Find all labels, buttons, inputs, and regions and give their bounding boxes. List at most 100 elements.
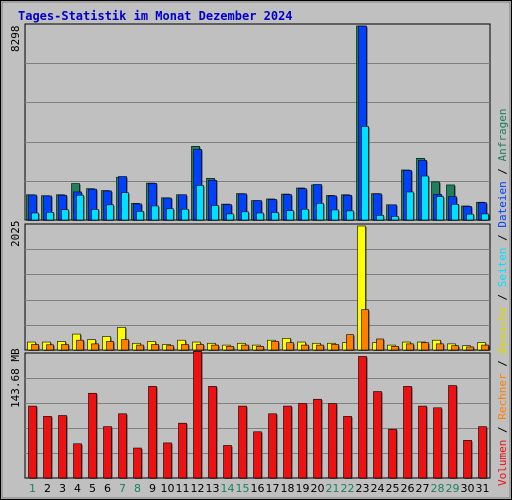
bar-seiten: [466, 213, 474, 221]
x-tick-label: 21: [326, 482, 340, 495]
bar-rechner: [196, 344, 204, 351]
bar-seiten: [391, 216, 399, 221]
bar-volumen: [148, 386, 157, 479]
legend-entry-seiten: Seiten: [496, 248, 509, 288]
bar-rechner: [166, 345, 174, 351]
bar-rechner: [451, 345, 459, 351]
legend-entry-anfragen: Anfragen: [496, 108, 509, 161]
bar-volumen: [448, 385, 457, 479]
x-axis-labels: 1 2 3 4 5 6 7 8 9 10 11 12 13 14 15 16 17 18 19 20 21 22 23 24 2…: [29, 482, 490, 495]
x-tick-label: 31: [476, 482, 490, 495]
bar-seiten: [331, 209, 339, 221]
bar-seiten: [316, 203, 324, 221]
bar-volumen: [298, 403, 307, 479]
x-tick-label: 19: [296, 482, 310, 495]
x-tick-label: 24: [371, 482, 385, 495]
bar-rechner: [421, 342, 429, 351]
bar-rechner: [91, 343, 99, 351]
bar-seiten: [46, 211, 54, 221]
legend-entry-volumen: Volumen: [496, 440, 509, 486]
legend-separator: /: [496, 420, 509, 440]
bar-seiten: [61, 209, 69, 221]
legend-entry-rechner: Rechner: [496, 373, 509, 420]
bar-seiten: [196, 185, 204, 221]
bar-volumen: [328, 403, 337, 479]
bar-seiten: [301, 208, 309, 221]
x-tick-label: 28: [431, 482, 445, 495]
x-tick-label: 16: [251, 482, 265, 495]
hits-axis-max-label: 8298: [9, 26, 22, 53]
x-tick-label: 10: [161, 482, 175, 495]
x-tick-label: 4: [74, 482, 81, 495]
bar-seiten: [181, 208, 189, 221]
bar-volumen: [343, 416, 352, 479]
bar-volumen: [238, 405, 247, 479]
bar-rechner: [346, 334, 354, 351]
bar-seiten: [256, 212, 264, 221]
legend-separator: /: [496, 354, 509, 374]
x-tick-label: 26: [401, 482, 415, 495]
bar-volumen: [283, 405, 292, 479]
bar-seiten: [436, 196, 444, 221]
bar-rechner: [376, 338, 384, 351]
bar-volumen: [268, 413, 277, 479]
bar-rechner: [436, 343, 444, 351]
bar-seiten: [166, 208, 174, 221]
bar-rechner: [211, 344, 219, 351]
bar-rechner: [391, 346, 399, 351]
x-tick-label: 8: [134, 482, 141, 495]
bar-rechner: [46, 344, 54, 351]
bar-volumen: [208, 386, 217, 479]
bar-rechner: [181, 344, 189, 351]
bar-volumen: [73, 443, 82, 479]
bar-seiten: [376, 215, 384, 221]
bar-rechner: [256, 346, 264, 351]
bar-seiten: [406, 191, 414, 221]
bar-seiten: [286, 210, 294, 221]
bar-volumen: [418, 405, 427, 479]
bar-volumen: [433, 407, 442, 479]
bar-seiten: [226, 213, 234, 221]
bar-rechner: [316, 344, 324, 351]
bar-rechner: [226, 346, 234, 351]
bar-seiten: [91, 209, 99, 221]
bar-seiten: [211, 205, 219, 221]
x-tick-label: 15: [236, 482, 250, 495]
bar-rechner: [466, 346, 474, 351]
bar-seiten: [421, 175, 429, 221]
x-tick-label: 18: [281, 482, 295, 495]
chart-title: Tages-Statistik im Monat Dezember 2024: [18, 9, 293, 23]
x-tick-label: 1: [29, 482, 36, 495]
bar-rechner: [406, 343, 414, 351]
bar-rechner: [331, 344, 339, 351]
bar-rechner: [121, 339, 129, 351]
x-tick-label: 14: [221, 482, 235, 495]
x-tick-label: 9: [149, 482, 156, 495]
bar-seiten: [361, 126, 369, 221]
legend-separator: /: [496, 287, 509, 307]
chart-bars: [26, 25, 490, 479]
bar-rechner: [136, 344, 144, 351]
bar-volumen: [223, 445, 232, 479]
x-tick-label: 22: [341, 482, 355, 495]
x-tick-label: 30: [461, 482, 475, 495]
bar-volumen: [193, 351, 202, 479]
bar-volumen: [253, 431, 262, 479]
legend-separator: /: [496, 228, 509, 248]
bar-volumen: [163, 442, 172, 479]
x-tick-label: 25: [386, 482, 400, 495]
bar-seiten: [106, 204, 114, 221]
x-tick-label: 20: [311, 482, 325, 495]
bar-volumen: [478, 426, 487, 479]
bar-seiten: [136, 211, 144, 221]
legend-text: Volumen / Rechner / Besuche / Seiten / D…: [496, 108, 509, 486]
volume-axis-max-label: 143.68 MB: [9, 348, 22, 408]
x-tick-label: 17: [266, 482, 280, 495]
bar-seiten: [31, 212, 39, 221]
bar-rechner: [361, 309, 369, 351]
bar-rechner: [76, 339, 84, 351]
bar-rechner: [241, 344, 249, 351]
bar-volumen: [133, 447, 142, 479]
